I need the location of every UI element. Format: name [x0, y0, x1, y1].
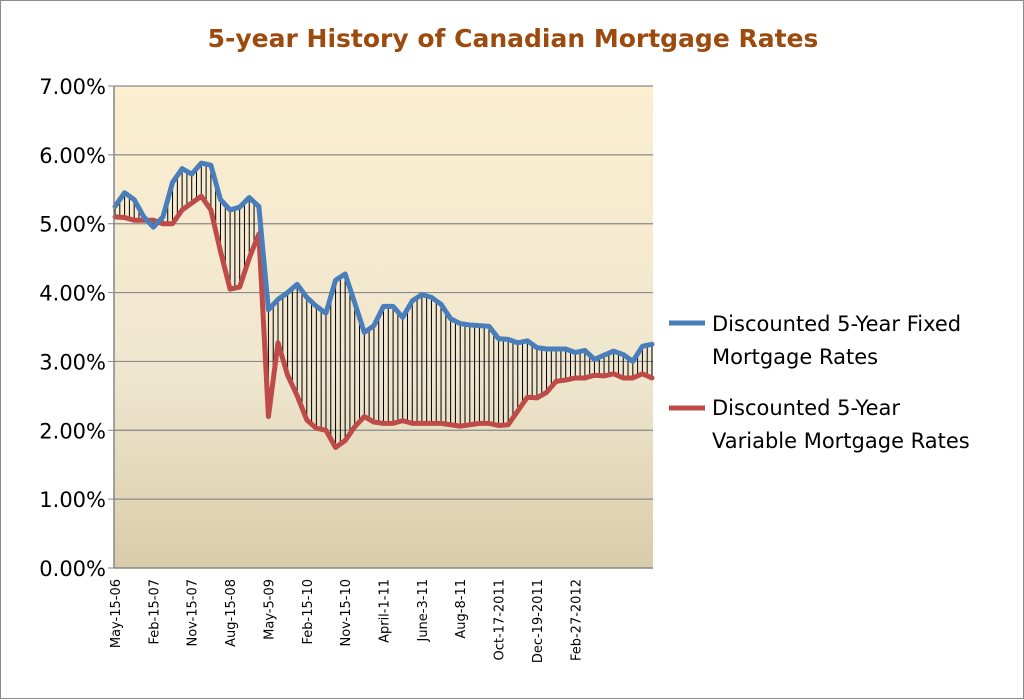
y-tick-label: 5.00% [39, 213, 106, 237]
y-tick-label: 3.00% [39, 350, 106, 374]
x-tick-label: Oct-17-2011 [493, 579, 508, 661]
x-tick-label: Nov-15-10 [339, 579, 354, 647]
legend: Discounted 5-Year Fixed Mortgage Rates D… [669, 312, 970, 453]
x-tick-label: Aug-15-08 [224, 579, 239, 647]
y-tick-label: 2.00% [39, 419, 106, 443]
x-tick-label: Aug-8-11 [454, 579, 469, 639]
legend-label-variable-2: Variable Mortgage Rates [712, 429, 970, 453]
x-tick-label: Feb-15-10 [301, 579, 316, 644]
x-tick-label: April-1-11 [378, 579, 393, 643]
y-tick-label: 0.00% [39, 557, 106, 581]
y-tick-label: 6.00% [39, 144, 106, 168]
y-tick-label: 1.00% [39, 488, 106, 512]
x-tick-label: Feb-15-07 [147, 579, 162, 644]
y-tick-label: 7.00% [39, 75, 106, 99]
legend-label-fixed-2: Mortgage Rates [712, 345, 878, 369]
chart-title: 5-year History of Canadian Mortgage Rate… [208, 24, 819, 53]
y-tick-label: 4.00% [39, 282, 106, 306]
legend-label-variable-1: Discounted 5-Year [712, 396, 900, 420]
x-tick-label: Dec-19-2011 [531, 579, 546, 663]
x-tick-label: June-3-11 [416, 579, 431, 643]
legend-label-fixed-1: Discounted 5-Year Fixed [712, 312, 961, 336]
x-tick-label: Feb-27-2012 [569, 579, 584, 661]
x-tick-label: May-15-06 [109, 579, 124, 648]
x-tick-label: May-5-09 [262, 579, 277, 640]
x-tick-label: Nov-15-07 [186, 579, 201, 647]
series-line-fixed [112, 160, 655, 364]
series-line-variable [112, 193, 655, 450]
